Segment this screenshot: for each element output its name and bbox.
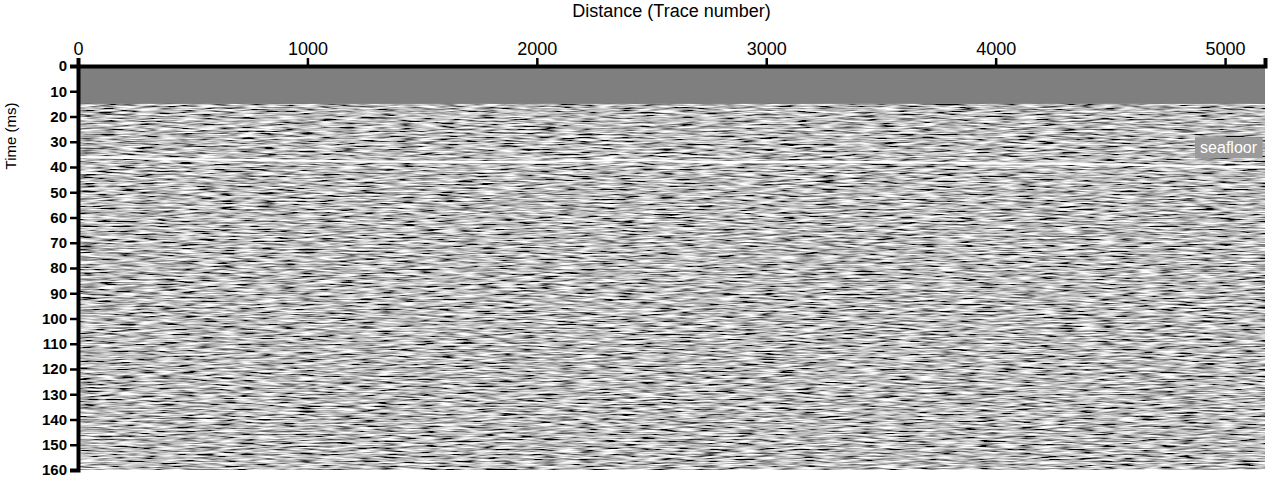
y-axis-tick-label: 120 — [42, 360, 67, 377]
y-axis-tick: 120 — [42, 360, 78, 377]
y-axis-tick-label: 80 — [50, 259, 67, 276]
y-axis-tick-label: 90 — [50, 285, 67, 302]
y-axis-tick-label: 130 — [42, 386, 67, 403]
y-axis-tick-label: 50 — [50, 184, 67, 201]
y-axis-tick-mark — [70, 192, 78, 195]
x-axis-title: Distance (Trace number) — [572, 1, 770, 21]
plot: 0 1000 2000 3000 4000 5000 0 10 20 30 40 50 60 70 80 90… — [42, 39, 1266, 478]
y-axis-tick-label: 110 — [43, 335, 67, 352]
y-axis-tick-mark — [70, 166, 78, 169]
x-axis-tick-label: 0 — [73, 39, 83, 59]
y-axis-tick-mark — [70, 293, 78, 296]
x-axis-tick: 0 — [73, 39, 83, 66]
x-axis-line — [79, 58, 1266, 67]
y-axis-tick-mark — [70, 141, 78, 144]
y-axis-tick-label: 30 — [50, 133, 67, 150]
series-label: seafloor — [1200, 139, 1258, 156]
y-axis-tick: 40 — [50, 158, 78, 175]
y-axis-tick-mark — [70, 368, 78, 371]
y-axis-tick-mark — [70, 267, 78, 270]
y-axis-tick-label: 160 — [42, 461, 67, 478]
x-axis-tick-label: 3000 — [747, 39, 787, 59]
y-axis-tick: 160 — [42, 461, 78, 478]
y-axis-tick-label: 150 — [42, 436, 67, 453]
x-axis-tick-mark — [536, 58, 539, 66]
x-axis-tick-label: 2000 — [517, 39, 557, 59]
x-axis-tick-label: 1000 — [288, 39, 328, 59]
y-axis: 0 10 20 30 40 50 60 70 80 90 100 110 120 130 140 150 160 — [42, 57, 79, 478]
plot-area — [78, 66, 1265, 470]
y-axis-tick-mark — [70, 444, 78, 447]
y-axis-tick-label: 60 — [50, 209, 67, 226]
y-axis-tick-label: 40 — [50, 158, 67, 175]
y-axis-tick-label: 10 — [50, 83, 67, 100]
y-axis-title: Time (ms) — [2, 103, 19, 170]
y-axis-tick: 0 — [59, 57, 78, 74]
x-axis-tick: 2000 — [517, 39, 557, 66]
chart: 0 1000 2000 3000 4000 5000 0 10 20 30 40 50 60 70 80 90… — [0, 0, 1270, 479]
y-axis-tick-mark — [70, 91, 78, 94]
y-axis-tick-label: 140 — [42, 411, 67, 428]
y-axis-tick-mark — [70, 469, 78, 472]
y-axis-tick: 140 — [42, 411, 78, 428]
y-axis-tick-label: 70 — [50, 234, 67, 251]
y-axis-tick: 10 — [50, 83, 78, 100]
y-axis-tick-mark — [70, 217, 78, 220]
y-axis-tick: 50 — [50, 184, 78, 201]
x-axis-tick-mark — [1224, 58, 1227, 66]
y-axis-tick: 60 — [50, 209, 78, 226]
x-axis: 0 1000 2000 3000 4000 5000 — [73, 39, 1265, 67]
x-axis-tick: 1000 — [288, 39, 328, 66]
y-axis-line — [70, 67, 79, 471]
mute-band — [78, 66, 1265, 104]
y-axis-tick-mark — [70, 394, 78, 397]
series-label-background — [1195, 137, 1263, 158]
x-axis-tick-label: 4000 — [976, 39, 1016, 59]
x-axis-tick-mark — [995, 58, 998, 66]
y-axis-tick: 90 — [50, 285, 78, 302]
series-label-group: seafloor — [1195, 137, 1263, 158]
seafloor-line — [78, 157, 1265, 167]
y-axis-tick: 150 — [42, 436, 78, 453]
x-axis-tick-label: 5000 — [1206, 39, 1246, 59]
y-axis-tick: 110 — [43, 335, 78, 352]
y-axis-tick: 30 — [50, 133, 78, 150]
y-axis-tick-mark — [70, 318, 78, 321]
y-axis-tick-mark — [70, 419, 78, 422]
x-axis-tick: 3000 — [747, 39, 787, 66]
y-axis-tick: 130 — [42, 386, 78, 403]
y-axis-tick-mark — [70, 65, 78, 68]
x-axis-tick: 5000 — [1206, 39, 1246, 66]
x-axis-tick-mark — [765, 58, 768, 66]
y-axis-tick-label: 100 — [42, 310, 67, 327]
y-axis-tick-mark — [70, 242, 78, 245]
y-axis-tick: 20 — [50, 108, 78, 125]
seismic-section — [78, 66, 1265, 470]
y-axis-tick: 80 — [50, 259, 78, 276]
y-axis-tick: 100 — [42, 310, 78, 327]
y-axis-tick-label: 20 — [50, 108, 67, 125]
x-axis-tick-mark — [307, 58, 310, 66]
y-axis-tick-mark — [70, 116, 78, 119]
y-axis-tick-label: 0 — [59, 57, 67, 74]
x-axis-tick: 4000 — [976, 39, 1016, 66]
y-axis-tick-mark — [70, 343, 78, 346]
y-axis-tick: 70 — [50, 234, 78, 251]
